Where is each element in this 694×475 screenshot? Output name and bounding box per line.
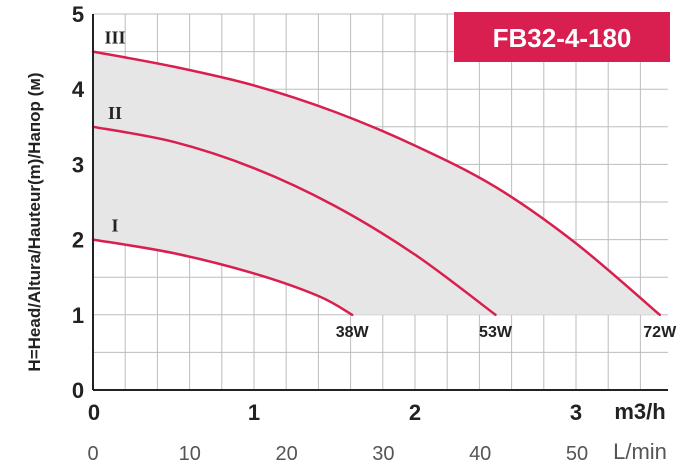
y-tick-label: 5 [72, 2, 84, 27]
power-label-I: 38W [336, 324, 370, 341]
power-label-III: 72W [643, 324, 677, 341]
curves [91, 50, 661, 317]
curve-label-II: II [108, 103, 122, 123]
x-tick-label: 1 [248, 400, 260, 425]
x2-axis-unit-label: L/min [613, 439, 667, 464]
y-tick-label: 4 [72, 77, 85, 102]
operating-area-fill [93, 51, 660, 315]
y-axis-label: H=Head/Altura/Hauteur(m)/Напор (м) [25, 72, 44, 371]
x-tick-label: 2 [409, 400, 421, 425]
y-tick-labels: 0 1 2 3 4 5 [72, 2, 85, 403]
curve-III [91, 50, 661, 317]
curve-label-I: I [111, 216, 118, 236]
x2-tick-label: 10 [179, 443, 201, 465]
model-title: FB32-4-180 [493, 23, 632, 53]
x-tick-label: 3 [570, 400, 582, 425]
x2-tick-label: 40 [469, 443, 491, 465]
x2-tick-label: 50 [566, 443, 588, 465]
x2-tick-label: 0 [87, 443, 98, 465]
x-tick-label: 0 [88, 400, 100, 425]
x2-tick-labels: 0 10 20 30 40 50 [87, 443, 588, 465]
y-tick-label: 2 [72, 228, 84, 253]
model-badge-background [454, 12, 670, 62]
model-badge: FB32-4-180 [454, 12, 670, 62]
curve-labels: I 38W II 53W III 72W [104, 28, 677, 341]
curve-label-III: III [104, 28, 125, 48]
curve-II [91, 125, 497, 317]
x2-tick-label: 20 [275, 443, 297, 465]
x2-tick-label: 30 [372, 443, 394, 465]
x-tick-labels: 0 1 2 3 [88, 400, 582, 425]
power-label-II: 53W [479, 324, 513, 341]
y-tick-label: 0 [72, 378, 84, 403]
y-tick-label: 3 [72, 152, 84, 177]
curve-I [91, 238, 354, 317]
x-axis-unit-label: m3/h [614, 399, 665, 424]
y-tick-label: 1 [72, 303, 84, 328]
